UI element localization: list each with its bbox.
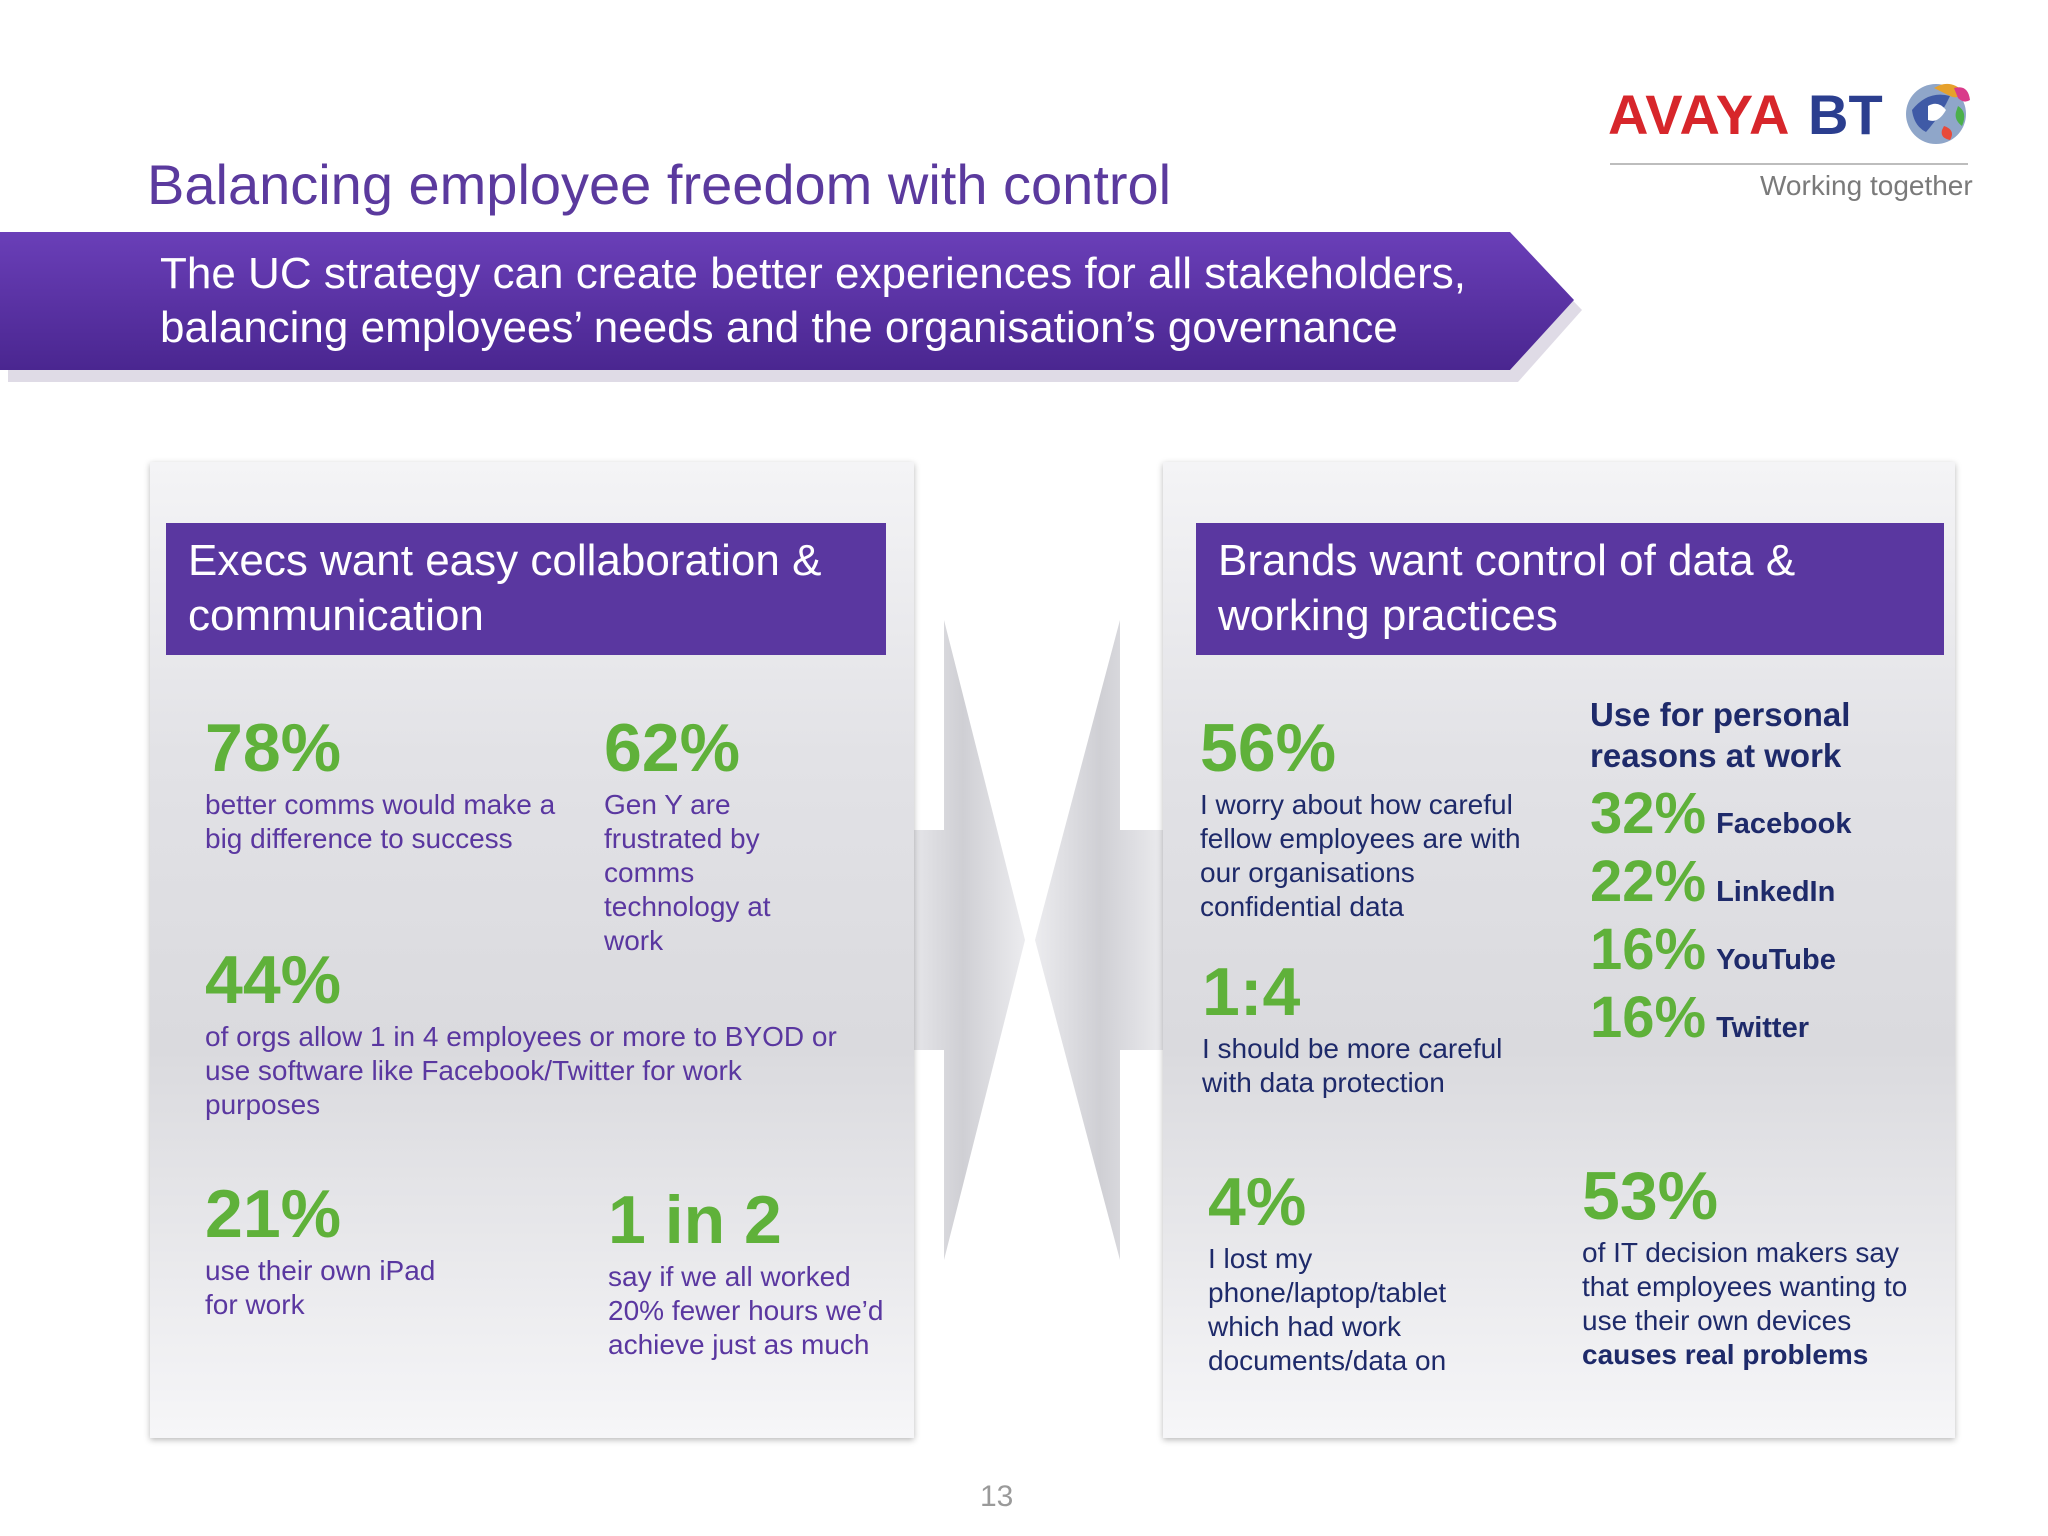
social-name: Facebook	[1716, 808, 1852, 840]
stat-text-regular: of IT decision makers say that employees…	[1582, 1237, 1908, 1336]
social-pct: 22%	[1590, 849, 1707, 914]
stat-78: 78% better comms would make a big differ…	[205, 712, 565, 856]
social-name: Twitter	[1716, 1012, 1809, 1044]
social-name: YouTube	[1716, 944, 1836, 976]
avaya-logo: AVAYA	[1608, 83, 1791, 146]
stat-text: better comms would make a big difference…	[205, 789, 556, 854]
stat-value: 4%	[1208, 1164, 1307, 1240]
slide-title: Balancing employee freedom with control	[147, 153, 1172, 216]
stat-53: 53% of IT decision makers say that emplo…	[1582, 1160, 1932, 1372]
stat-text: say if we all worked 20% fewer hours we’…	[608, 1261, 884, 1360]
logo-tagline: Working together	[1760, 170, 1973, 201]
stat-text: I should be more careful with data prote…	[1202, 1033, 1503, 1098]
stat-21: 21% use their own iPad for work	[205, 1178, 465, 1322]
stat-value: 1:4	[1202, 954, 1301, 1030]
banner-text: The UC strategy can create better experi…	[160, 247, 1560, 355]
stat-56: 56% I worry about how careful fellow emp…	[1200, 712, 1540, 924]
stat-value: 56%	[1200, 710, 1337, 786]
stat-4: 4% I lost my phone/laptop/tablet which h…	[1208, 1166, 1508, 1378]
stat-value: 53%	[1582, 1158, 1719, 1234]
banner-line-1: The UC strategy can create better experi…	[160, 249, 1466, 298]
social-pct: 16%	[1590, 985, 1707, 1050]
social-row-linkedin: 22% LinkedIn	[1590, 848, 1920, 916]
bt-globe-icon	[1906, 83, 1970, 144]
stat-text-bold: causes real problems	[1582, 1339, 1869, 1370]
stat-text: Gen Y are frustrated by comms technology…	[604, 789, 771, 956]
stat-1-4: 1:4 I should be more careful with data p…	[1202, 956, 1542, 1100]
stat-value: 44%	[205, 942, 342, 1018]
stat-text: I lost my phone/laptop/tablet which had …	[1208, 1243, 1447, 1376]
banner-line-2: balancing employees’ needs and the organ…	[160, 303, 1398, 352]
stat-value: 78%	[205, 710, 342, 786]
logo-divider	[1610, 163, 1968, 165]
stat-value: 1 in 2	[608, 1182, 782, 1258]
social-row-twitter: 16% Twitter	[1590, 984, 1920, 1052]
stat-text: of IT decision makers say that employees…	[1582, 1236, 1932, 1372]
stat-1-in-2: 1 in 2 say if we all worked 20% fewer ho…	[608, 1184, 898, 1362]
stat-value: 21%	[205, 1176, 342, 1252]
personal-use-block: Use for personal reasons at work 32% Face…	[1590, 694, 1920, 1052]
social-pct: 16%	[1590, 917, 1707, 982]
brands-panel-heading: Brands want control of data & working pr…	[1196, 523, 1944, 655]
converging-arrows	[900, 620, 1165, 1260]
stat-text: use their own iPad for work	[205, 1255, 436, 1320]
stat-44: 44% of orgs allow 1 in 4 employees or mo…	[205, 944, 845, 1122]
bt-logo: BT	[1808, 83, 1883, 146]
stat-text: I worry about how careful fellow employe…	[1200, 789, 1521, 922]
page-number: 13	[980, 1480, 1014, 1513]
personal-use-heading: Use for personal reasons at work	[1590, 696, 1851, 774]
execs-panel-heading: Execs want easy collaboration & communic…	[166, 523, 886, 655]
social-row-youtube: 16% YouTube	[1590, 916, 1920, 984]
stat-value: 62%	[604, 710, 741, 786]
social-row-facebook: 32% Facebook	[1590, 780, 1920, 848]
stat-text: of orgs allow 1 in 4 employees or more t…	[205, 1021, 837, 1120]
social-name: LinkedIn	[1716, 876, 1836, 908]
banner-arrow	[0, 232, 1582, 382]
stat-62: 62% Gen Y are frustrated by comms techno…	[604, 712, 804, 958]
social-pct: 32%	[1590, 781, 1707, 846]
